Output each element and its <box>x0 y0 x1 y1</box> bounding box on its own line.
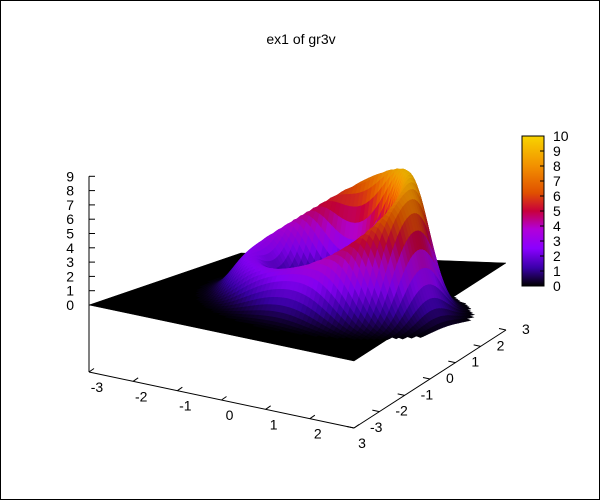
z-tick-label: 1 <box>66 283 74 299</box>
colorbar-tick-label: 6 <box>553 188 561 204</box>
x-tick-label: -1 <box>179 398 192 414</box>
colorbar-tick-label: 0 <box>553 278 561 294</box>
y-axis-tick <box>372 410 379 412</box>
x-tick-label: 2 <box>314 426 322 442</box>
x-axis-tick <box>310 415 315 419</box>
x-tick-label: -3 <box>91 379 104 395</box>
z-tick-label: 8 <box>66 183 74 199</box>
colorbar-tick-label: 4 <box>553 218 561 234</box>
colorbar-tick-label: 5 <box>553 203 561 219</box>
x-axis-tick <box>354 425 359 429</box>
x-axis-tick <box>133 378 138 382</box>
x-tick-label: 3 <box>358 435 366 451</box>
y-tick-label: -1 <box>421 386 434 402</box>
x-axis-tick <box>266 406 271 410</box>
y-axis-tick <box>423 378 430 380</box>
y-tick-label: 0 <box>446 370 454 386</box>
colorbar-tick-label: 8 <box>553 158 561 174</box>
x-tick-label: 0 <box>226 407 234 423</box>
x-axis-tick <box>177 387 182 391</box>
y-tick-label: 3 <box>522 321 530 337</box>
z-tick-label: 5 <box>66 226 74 242</box>
z-tick-label: 2 <box>66 268 74 284</box>
z-tick-label: 4 <box>66 240 74 256</box>
x-axis-tick <box>222 397 227 401</box>
colorbar-tick-label: 3 <box>553 233 561 249</box>
x-axis-tick <box>89 369 94 373</box>
y-axis-tick <box>499 329 506 331</box>
y-tick-label: -3 <box>370 419 383 435</box>
colorbar-tick-label: 9 <box>553 143 561 159</box>
x-tick-label: -2 <box>135 388 148 404</box>
z-tick-label: 0 <box>66 297 74 313</box>
y-tick-label: 2 <box>497 337 505 353</box>
colorbar-tick-label: 1 <box>553 263 561 279</box>
y-axis-tick <box>398 394 405 396</box>
z-tick-label: 3 <box>66 254 74 270</box>
colorbar-tick-label: 2 <box>553 248 561 264</box>
y-tick-label: 1 <box>471 354 479 370</box>
y-axis-tick <box>474 345 481 347</box>
z-tick-label: 7 <box>66 197 74 213</box>
x-tick-label: 1 <box>270 416 278 432</box>
y-axis-tick <box>448 361 455 363</box>
z-tick-label: 6 <box>66 211 74 227</box>
y-tick-label: -2 <box>395 403 408 419</box>
chart-title: ex1 of gr3v <box>266 31 335 47</box>
colorbar-tick-label: 7 <box>553 173 561 189</box>
colorbar-tick-label: 10 <box>553 128 569 144</box>
z-tick-label: 9 <box>66 168 74 184</box>
